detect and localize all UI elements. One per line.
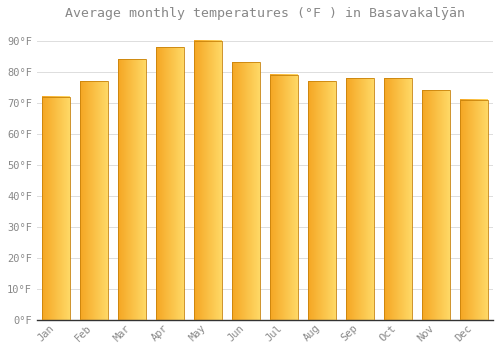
Title: Average monthly temperatures (°F ) in Basavakalȳān: Average monthly temperatures (°F ) in Ba… [65,7,465,20]
Bar [118,60,146,320]
Bar [384,78,411,320]
Bar [42,97,70,320]
Bar [270,75,297,320]
Bar [194,41,222,320]
Bar [80,81,108,320]
Bar [308,81,336,320]
Bar [422,90,450,320]
Bar [232,63,260,320]
Bar [346,78,374,320]
Bar [156,47,184,320]
Bar [460,100,487,320]
